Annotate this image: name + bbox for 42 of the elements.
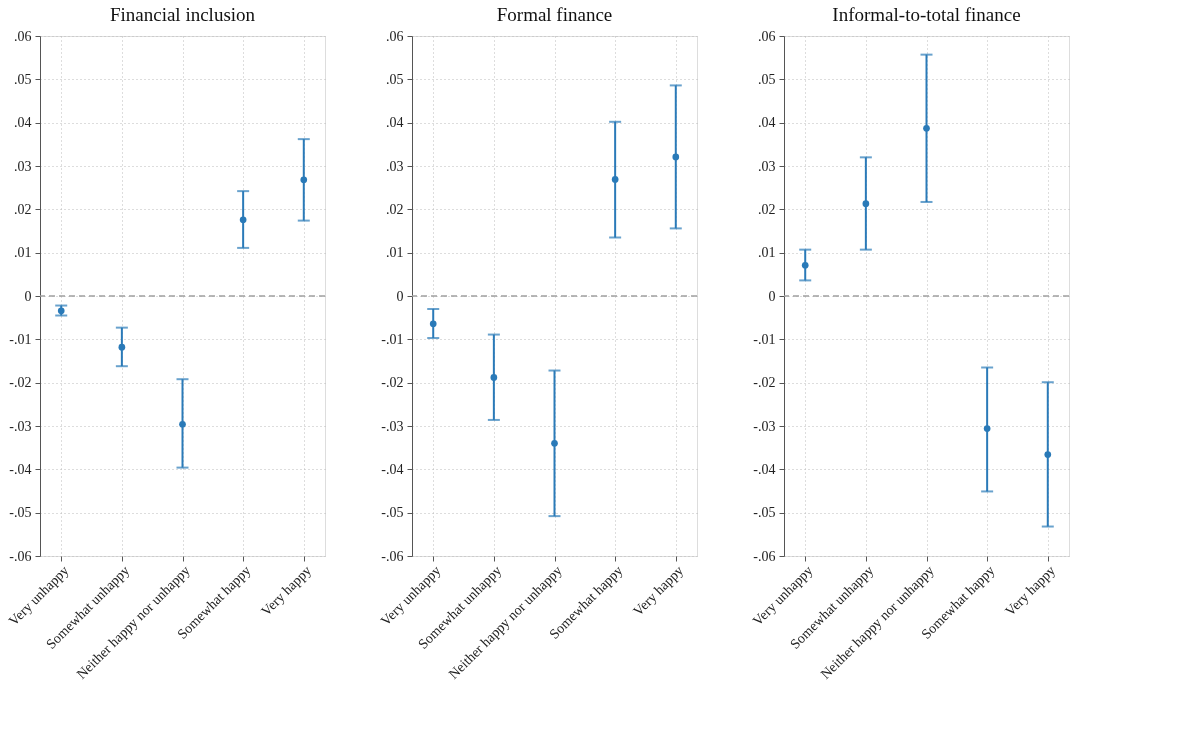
y-tick-label: -.06 — [9, 548, 32, 564]
y-tick-label: -.05 — [9, 505, 32, 521]
y-tick-label: .05 — [758, 71, 776, 87]
y-tick-label: -.06 — [753, 548, 776, 564]
y-tick-label: .04 — [14, 115, 32, 131]
y-tick-label: .02 — [758, 201, 776, 217]
y-tick-label: -.05 — [753, 505, 776, 521]
y-tick-label: .06 — [386, 28, 404, 44]
y-tick-label: .01 — [758, 245, 776, 261]
y-tick-label: 0 — [396, 288, 404, 304]
y-tick-label: .06 — [758, 28, 776, 44]
y-tick-label: -.04 — [9, 461, 32, 477]
y-tick-label: .02 — [386, 201, 404, 217]
y-tick-label: -.06 — [381, 548, 404, 564]
y-tick-label: .01 — [386, 245, 404, 261]
y-tick-label: -.01 — [381, 331, 404, 347]
y-tick-label: -.03 — [9, 418, 32, 434]
y-tick-label: .04 — [386, 115, 404, 131]
y-tick-label: .05 — [386, 71, 404, 87]
y-tick-label: -.01 — [753, 331, 776, 347]
y-tick-label: -.03 — [381, 418, 404, 434]
y-tick-label: -.04 — [753, 461, 776, 477]
chart-title: Formal finance — [496, 4, 613, 25]
y-tick-label: .03 — [758, 158, 776, 174]
y-tick-label: 0 — [24, 288, 32, 304]
y-tick-label: .01 — [14, 245, 32, 261]
y-tick-label: 0 — [768, 288, 776, 304]
y-tick-label: -.02 — [9, 375, 32, 391]
y-tick-label: .03 — [14, 158, 32, 174]
y-tick-label: .04 — [758, 115, 776, 131]
y-tick-label: -.04 — [381, 461, 404, 477]
chart-title: Informal-to-total finance — [832, 4, 1021, 25]
y-tick-label: .05 — [14, 71, 32, 87]
y-tick-label: -.02 — [381, 375, 404, 391]
y-tick-label: .03 — [386, 158, 404, 174]
y-tick-label: -.05 — [381, 505, 404, 521]
chart-title: Financial inclusion — [109, 4, 256, 25]
y-tick-label: -.03 — [753, 418, 776, 434]
y-tick-label: .06 — [14, 28, 32, 44]
y-tick-label: .02 — [14, 201, 32, 217]
y-tick-label: -.01 — [9, 331, 32, 347]
y-tick-label: -.02 — [753, 375, 776, 391]
